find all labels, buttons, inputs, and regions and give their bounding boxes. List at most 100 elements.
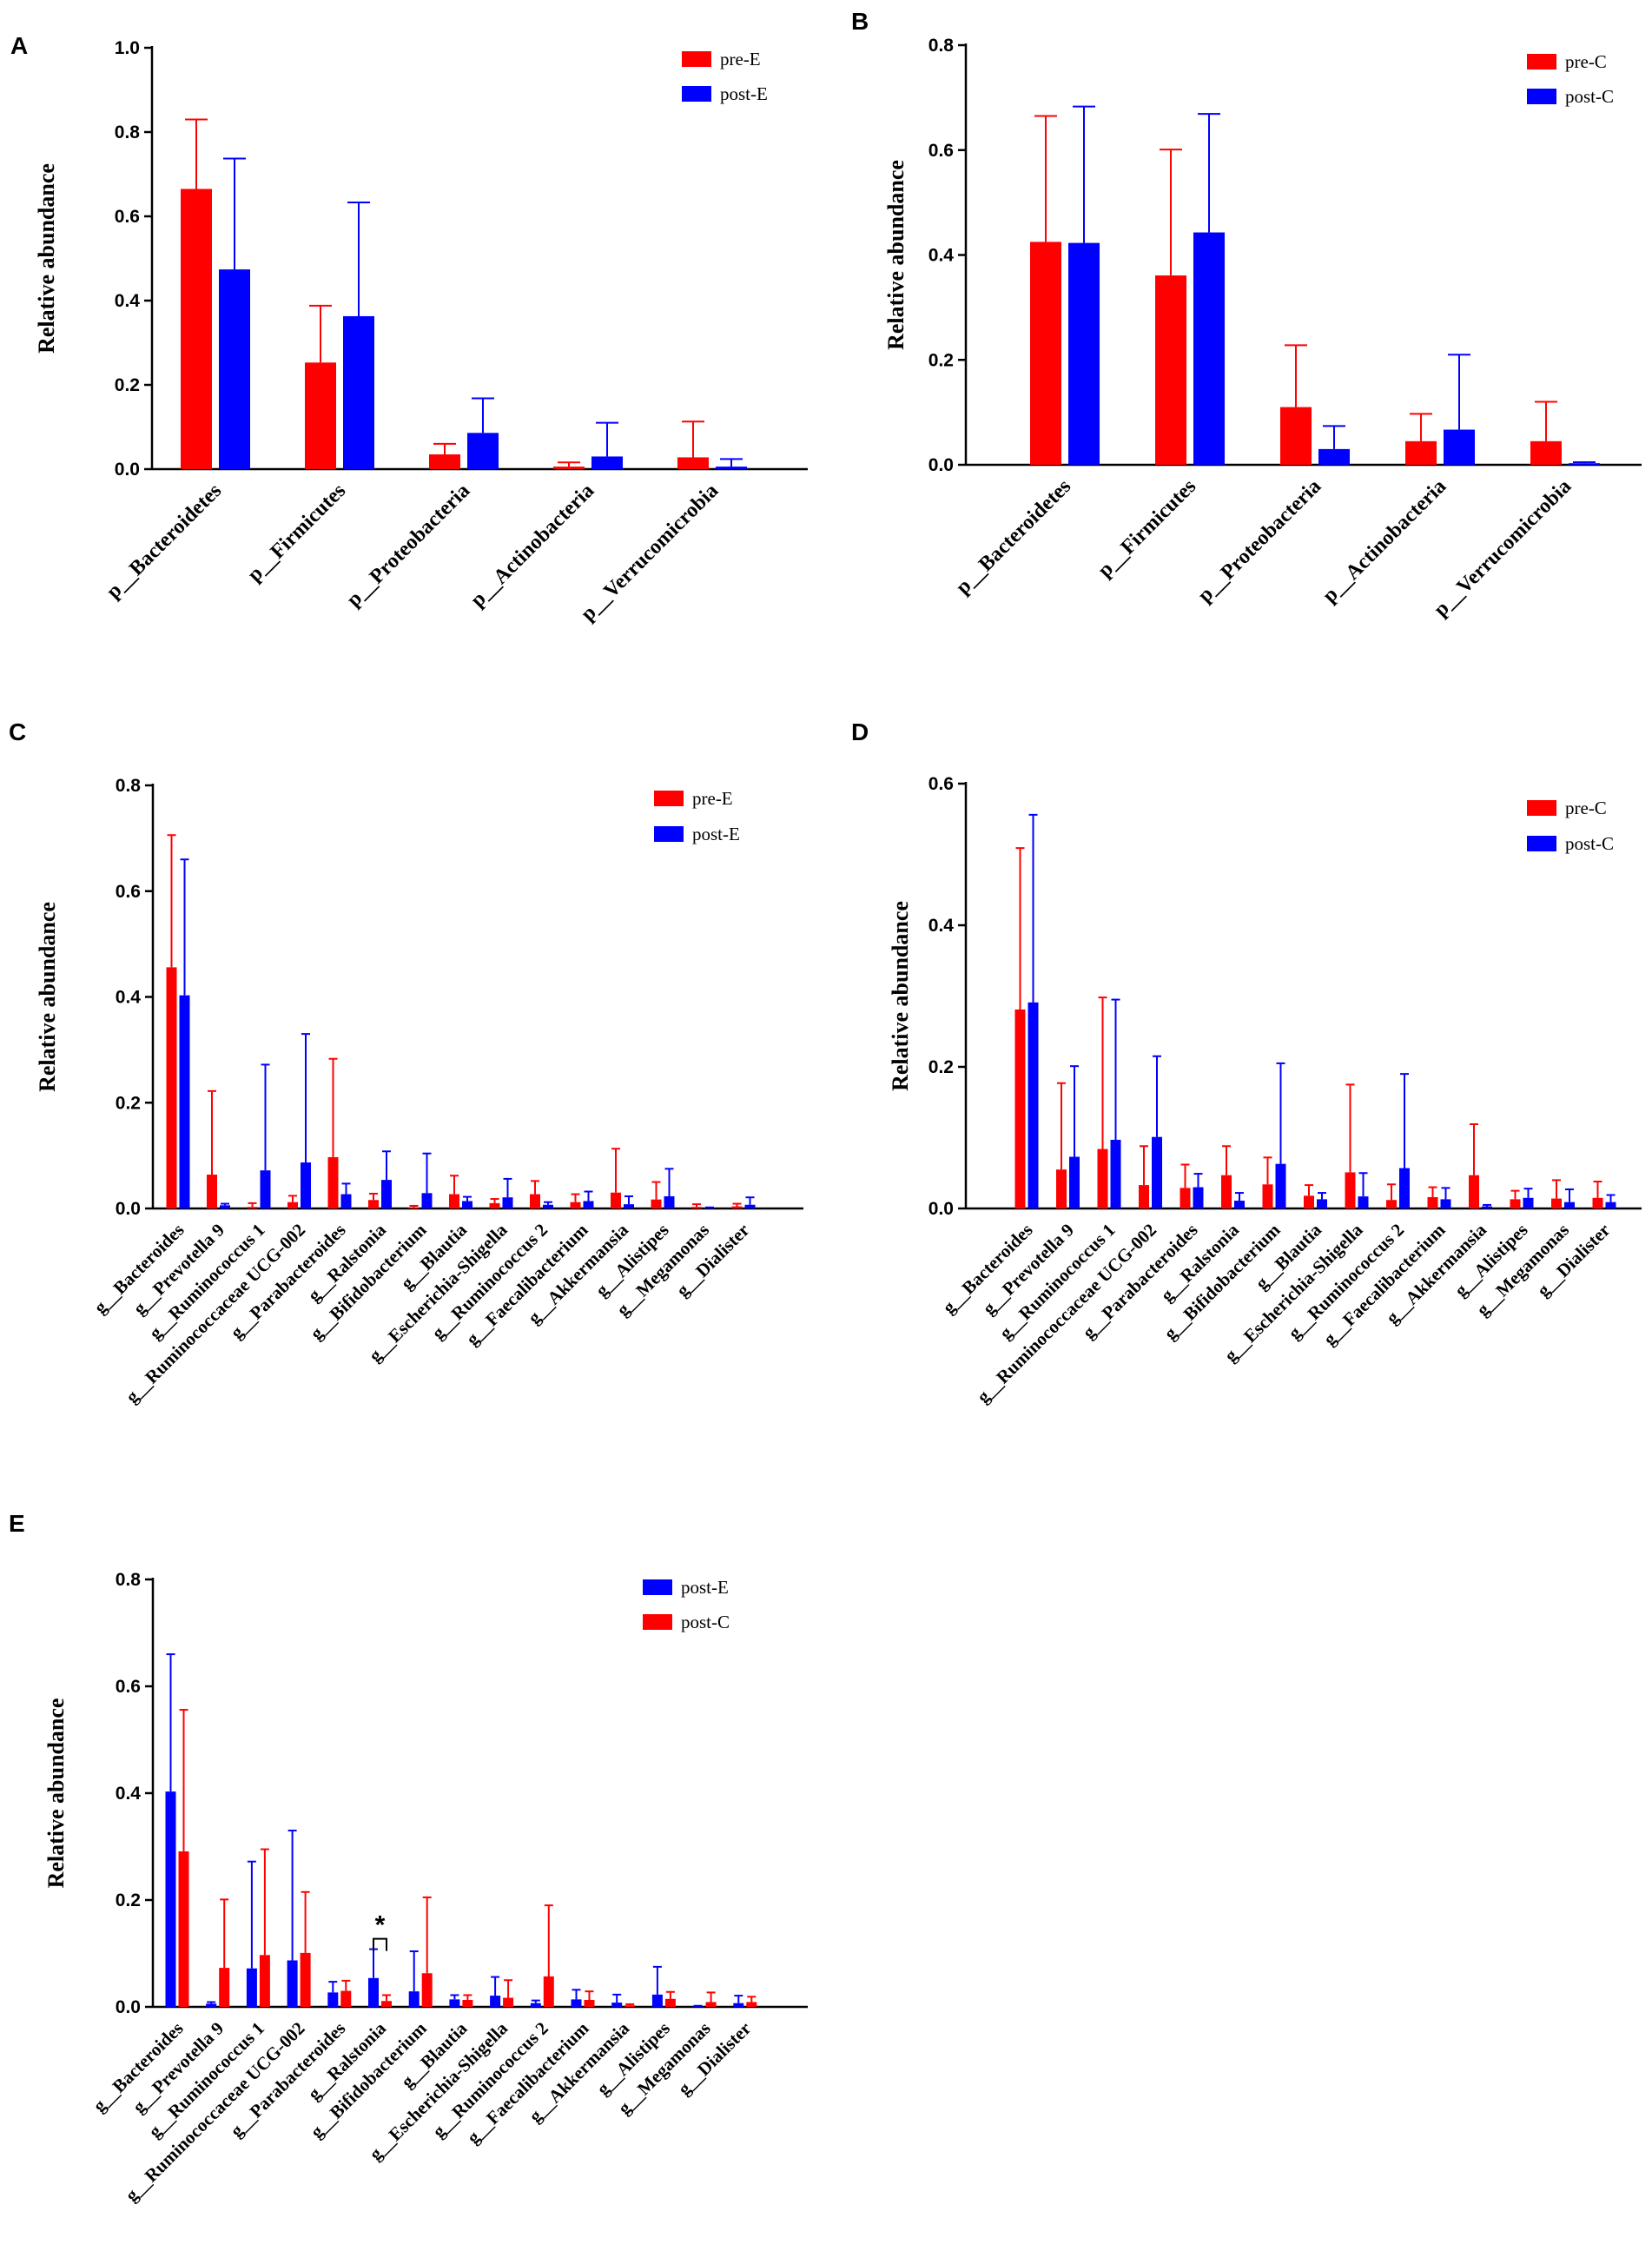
y-tick-label: 0.0: [928, 455, 954, 475]
bar-post-e-3: [287, 1960, 298, 2007]
bar-post-e-8: [502, 1197, 513, 1208]
legend-label: post-C: [1565, 833, 1614, 854]
panel-label: D: [851, 718, 869, 745]
bar-post-e-10: [571, 1999, 582, 2007]
legend-label: pre-C: [1565, 798, 1607, 818]
bar-pre-c-0: [1030, 242, 1061, 465]
bar-pre-c-2: [1097, 1149, 1108, 1208]
y-tick-label: 0.6: [116, 882, 141, 902]
bar-pre-c-0: [1014, 1009, 1026, 1208]
bar-post-c-10: [1440, 1199, 1451, 1208]
bar-pre-c-11: [1469, 1175, 1479, 1208]
legend-swatch-pre-c: [1527, 800, 1556, 816]
legend-label: post-E: [692, 824, 740, 844]
bar-pre-c-6: [1262, 1184, 1273, 1208]
bar-post-e-0: [165, 1791, 176, 2007]
bar-pre-c-4: [1180, 1188, 1191, 1208]
category-label: p__Proteobacteria: [1193, 475, 1325, 607]
y-tick-label: 0.0: [116, 1199, 141, 1219]
bar-post-c-6: [1275, 1163, 1286, 1208]
y-tick-label: 0.2: [115, 375, 140, 395]
legend-swatch-pre-e: [682, 51, 711, 67]
y-tick-label: 0.6: [928, 774, 954, 794]
legend-swatch-post-e: [643, 1579, 672, 1595]
bar-post-c-1: [219, 1968, 230, 2007]
bar-pre-e-12: [651, 1199, 662, 1208]
y-axis-title: Relative abundance: [43, 1698, 69, 1889]
bar-post-c-3: [1444, 429, 1475, 465]
y-tick-label: 1.0: [115, 38, 140, 58]
legend-label: post-C: [681, 1612, 730, 1632]
legend-swatch-post-e: [682, 86, 711, 102]
panel-label: B: [851, 8, 869, 35]
bar-pre-e-0: [166, 967, 177, 1208]
bar-post-e-5: [381, 1180, 392, 1208]
bar-pre-e-5: [368, 1200, 379, 1208]
legend-swatch-post-e: [654, 826, 684, 842]
bar-pre-e-13: [691, 1207, 702, 1208]
bar-post-c-4: [1193, 1187, 1204, 1208]
bar-pre-e-4: [327, 1156, 339, 1208]
bar-post-c-3: [1152, 1136, 1162, 1208]
legend-swatch-post-c: [643, 1614, 672, 1630]
bar-post-e-0: [179, 995, 190, 1208]
bar-post-e-4: [340, 1194, 352, 1208]
y-tick-label: 0.8: [928, 36, 955, 56]
bar-pre-c-8: [1345, 1172, 1356, 1208]
bar-post-c-11: [624, 2005, 636, 2007]
bar-pre-e-3: [553, 467, 585, 469]
y-tick-label: 0.4: [115, 291, 141, 311]
bar-post-c-6: [421, 1973, 433, 2007]
bar-pre-e-2: [247, 1207, 258, 1208]
bar-post-e-10: [583, 1201, 594, 1208]
bar-pre-c-1: [1056, 1169, 1067, 1208]
y-axis-title: Relative abundance: [888, 901, 913, 1091]
bar-post-c-9: [1399, 1168, 1410, 1208]
bar-post-e-12: [651, 1994, 663, 2007]
bar-pre-e-10: [570, 1202, 581, 1208]
bar-post-e-1: [206, 2003, 217, 2007]
y-tick-label: 0.4: [928, 246, 955, 266]
bar-post-e-14: [733, 2003, 744, 2007]
legend-label: pre-C: [1565, 51, 1607, 72]
bar-post-c-0: [1028, 1002, 1039, 1208]
bar-post-e-7: [462, 1201, 472, 1208]
bar-post-e-11: [624, 1204, 634, 1208]
y-tick-label: 0.4: [116, 1784, 142, 1804]
bar-post-e-1: [220, 1205, 230, 1208]
legend-label: post-E: [681, 1577, 729, 1598]
bar-post-e-3: [301, 1162, 311, 1208]
category-label: p__Bacteroidetes: [952, 475, 1076, 599]
category-label: p__Proteobacteria: [342, 480, 474, 612]
bar-post-e-6: [408, 1991, 420, 2007]
bar-post-e-2: [260, 1170, 271, 1208]
y-axis-title: Relative abundance: [35, 902, 60, 1092]
bar-pre-e-3: [287, 1202, 298, 1208]
bar-pre-c-3: [1405, 440, 1437, 465]
bar-post-e-2: [246, 1968, 257, 2007]
bar-post-e-7: [449, 1999, 460, 2007]
bar-post-c-14: [746, 2002, 757, 2007]
bar-post-e-0: [219, 269, 250, 469]
y-tick-label: 0.6: [928, 141, 954, 161]
y-tick-label: 0.6: [116, 1677, 141, 1697]
bar-post-c-8: [503, 1997, 514, 2007]
y-tick-label: 0.4: [116, 988, 142, 1008]
bar-pre-c-4: [1530, 440, 1562, 465]
bar-post-e-12: [664, 1195, 675, 1208]
category-label: p__Verrucomicrobia: [1430, 475, 1576, 621]
y-tick-label: 0.2: [116, 1093, 141, 1113]
category-label: p__Firmicutes: [1094, 475, 1200, 582]
bar-pre-e-11: [611, 1192, 621, 1208]
bar-post-c-2: [1318, 448, 1350, 465]
bar-post-c-14: [1605, 1202, 1616, 1208]
bar-post-e-5: [368, 1977, 379, 2007]
y-axis-title: Relative abundance: [883, 160, 909, 350]
bar-pre-c-12: [1510, 1199, 1521, 1208]
significance-star: *: [375, 1911, 386, 1940]
y-tick-label: 0.8: [115, 122, 141, 142]
legend-label: post-E: [720, 83, 768, 104]
bar-post-c-12: [664, 1998, 676, 2007]
